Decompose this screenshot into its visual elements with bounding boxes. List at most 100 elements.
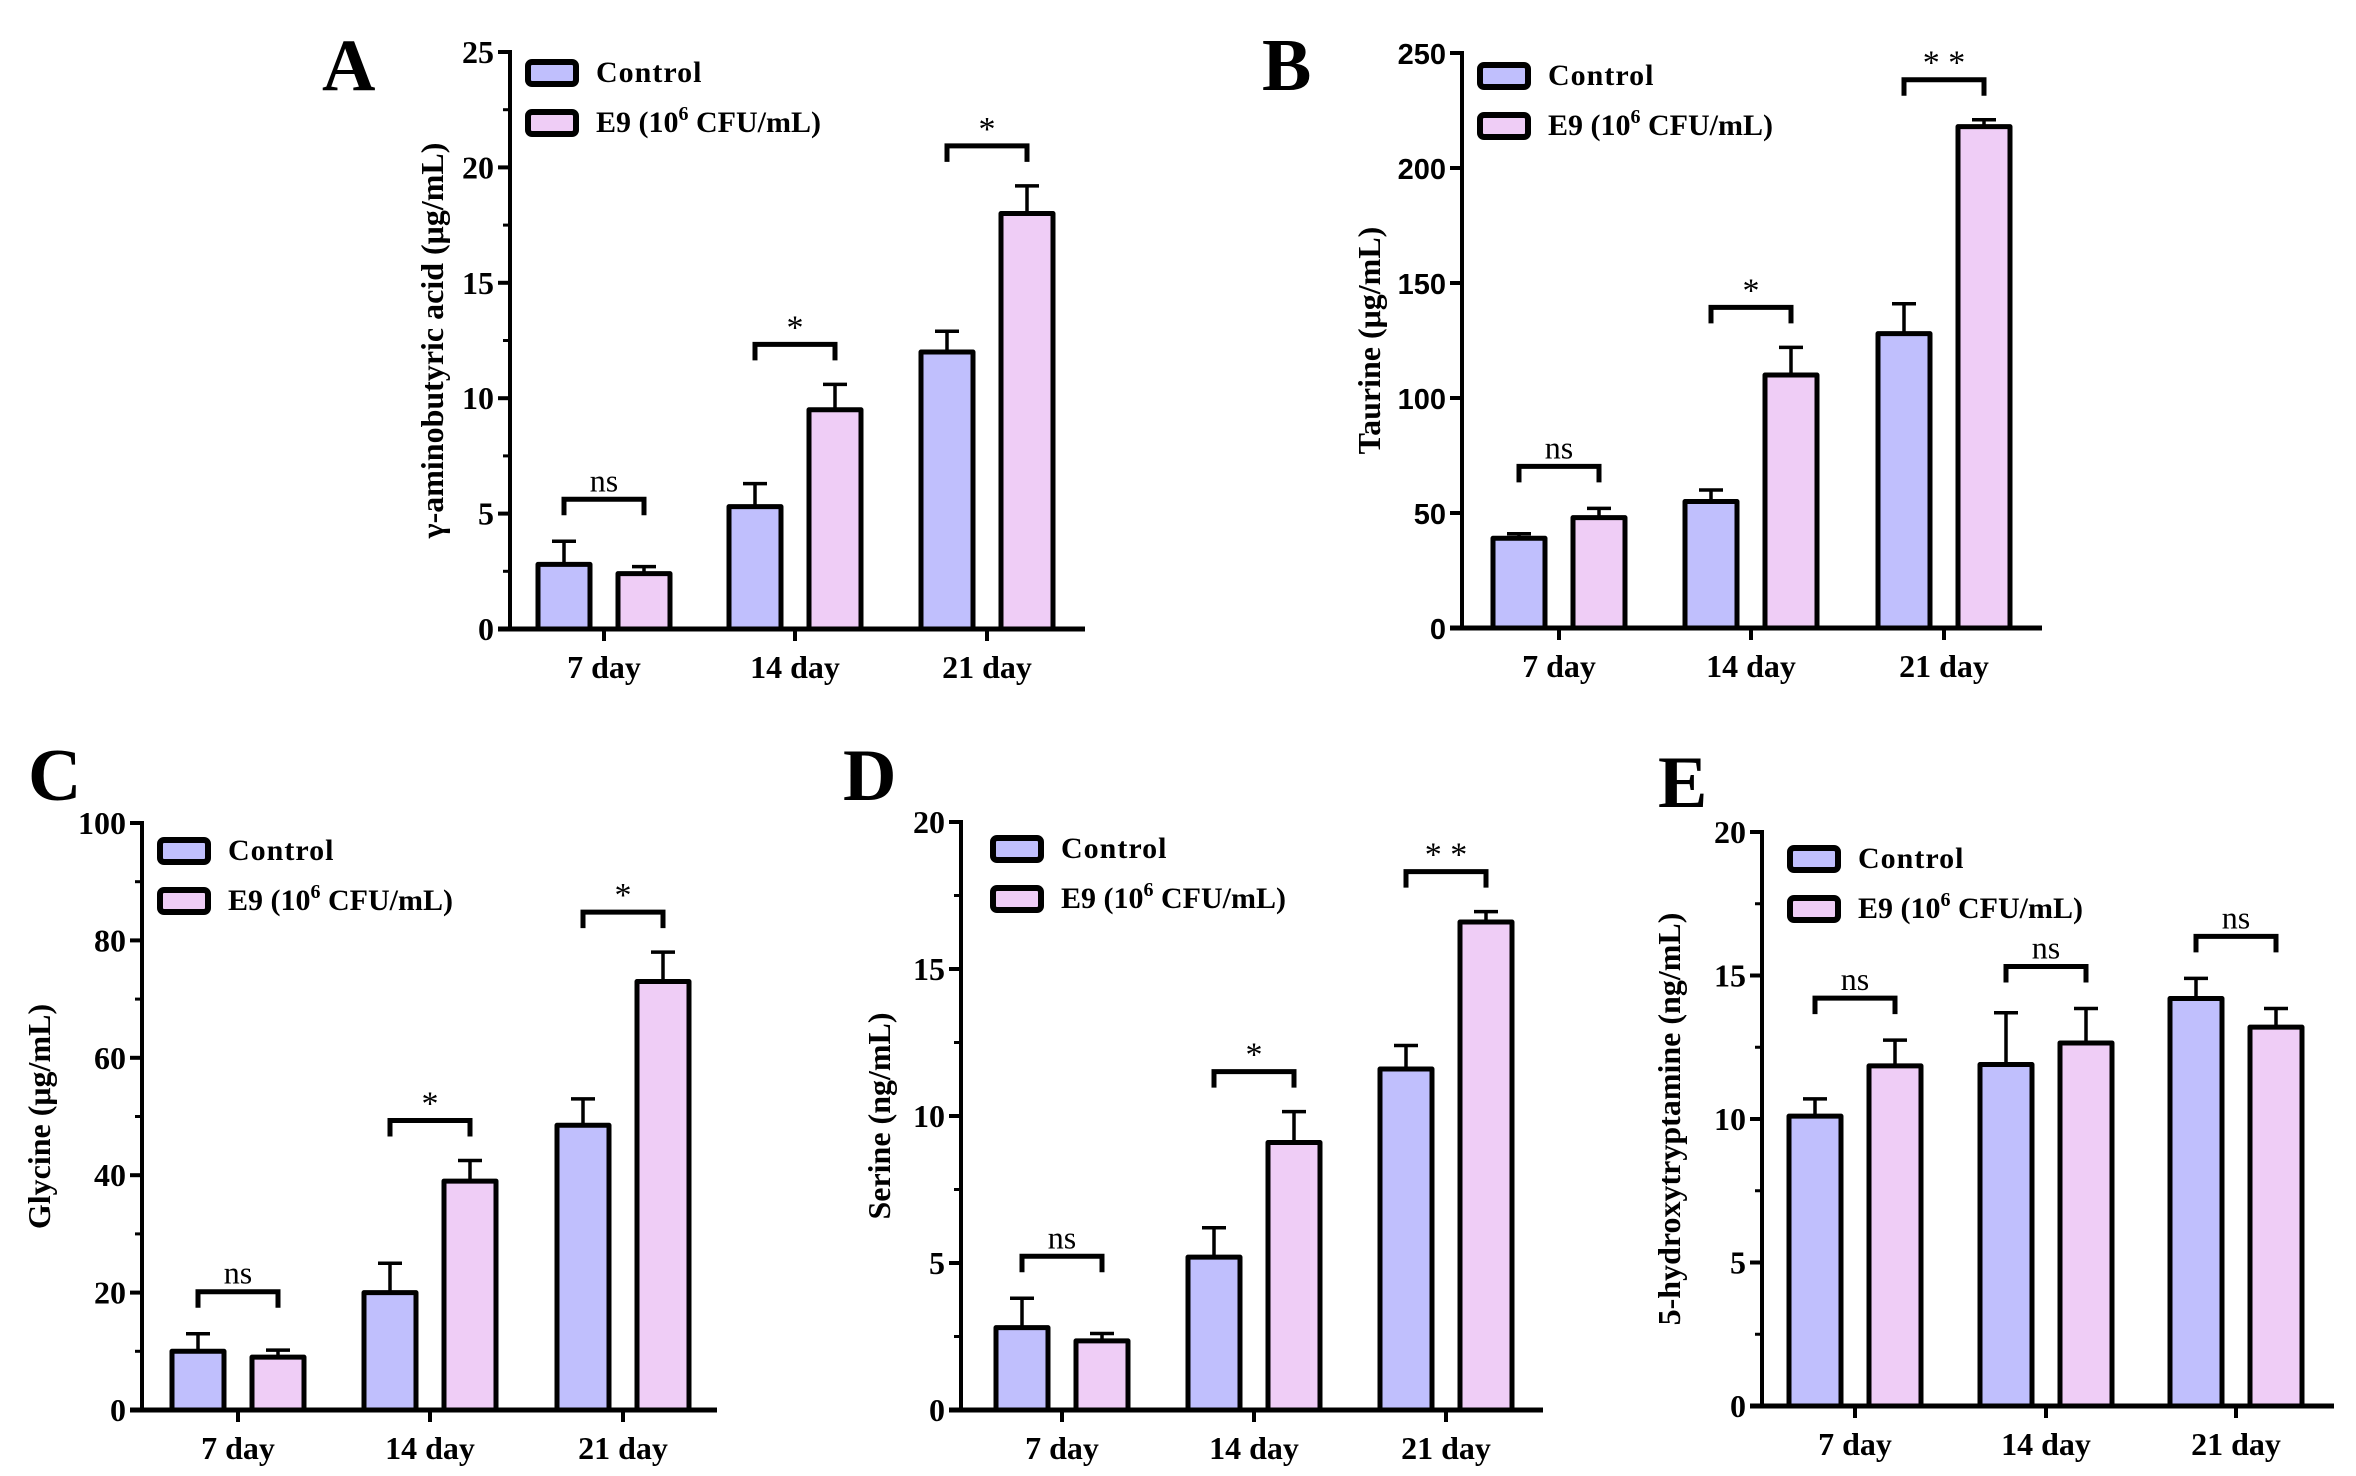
legend-control: Control — [990, 832, 1167, 865]
significance-bracket — [1403, 869, 1489, 888]
x-tick-label: 21 day — [2191, 1426, 2281, 1462]
legend-e9: E9 (106 CFU/mL) — [1477, 106, 1773, 142]
y-tick-label: 20 — [1714, 814, 1746, 850]
x-tick-label: 14 day — [2001, 1426, 2091, 1462]
legend-control: Control — [525, 56, 702, 89]
legend-label: Control — [1061, 832, 1167, 865]
bar-e9 — [806, 407, 864, 632]
legend: Control E9 (106 CFU/mL) — [1477, 59, 1773, 142]
bar-e9 — [1866, 1063, 1924, 1409]
legend-label: E9 (106 CFU/mL) — [1858, 889, 2083, 925]
significance-bracket — [1211, 1069, 1297, 1088]
legend-e9-text: E9 (10 — [228, 884, 311, 917]
significance-bracket — [944, 143, 1030, 162]
significance-bracket — [1708, 304, 1794, 324]
panel-label: B — [1262, 25, 1311, 107]
significance-label: ns — [2032, 930, 2060, 966]
significance-bracket — [561, 496, 647, 516]
legend-swatch — [1477, 112, 1531, 140]
legend: Control E9 (106 CFU/mL) — [1787, 842, 2083, 925]
legend-e9: E9 (106 CFU/mL) — [990, 879, 1286, 915]
significance-label: * — [787, 309, 804, 346]
x-tick-label: 7 day — [567, 649, 641, 685]
y-tick-label: 40 — [94, 1157, 126, 1193]
y-tick-label: 10 — [913, 1098, 945, 1134]
x-tick-label: 7 day — [1818, 1426, 1892, 1462]
significance-label: * — [1743, 272, 1760, 309]
y-tick-label: 20 — [94, 1275, 126, 1311]
significance-label: * — [979, 111, 996, 148]
y-tick-label: 15 — [1714, 958, 1746, 994]
significance-label: ns — [224, 1255, 252, 1291]
panel-label: C — [28, 735, 81, 817]
legend-label: E9 (106 CFU/mL) — [1548, 106, 1773, 142]
bar-control — [726, 504, 784, 632]
x-tick-label: 21 day — [578, 1430, 668, 1466]
legend: Control E9 (106 CFU/mL) — [525, 56, 821, 139]
significance-label: ns — [590, 462, 618, 498]
legend-swatch — [990, 835, 1044, 863]
panel-e: E 0 5 10 15 20 5-hydroxytryptamine (ng/mL) 7 da… — [1651, 742, 2334, 1462]
significance-label: ns — [2222, 899, 2250, 935]
y-tick-label: 0 — [929, 1392, 945, 1428]
significance-bracket — [195, 1289, 281, 1308]
x-tick-label: 14 day — [750, 649, 840, 685]
significance-label: ns — [1841, 961, 1869, 997]
legend-label: Control — [596, 56, 702, 89]
legend-control: Control — [1477, 59, 1654, 92]
bar-e9 — [634, 978, 692, 1413]
significance-bracket — [580, 909, 666, 929]
bar-control — [1377, 1066, 1435, 1413]
legend-swatch — [1477, 62, 1531, 90]
legend-control: Control — [157, 834, 333, 867]
y-tick-label: 200 — [1398, 154, 1446, 186]
y-axis-label: 5-hydroxytryptamine (ng/mL) — [1651, 913, 1687, 1326]
y-tick-label: 25 — [462, 34, 494, 70]
bar-control — [1682, 499, 1740, 631]
significance-label: * — [1246, 1037, 1263, 1074]
x-tick-label: 21 day — [942, 649, 1032, 685]
significance-label: ns — [1545, 429, 1573, 465]
y-tick-label: 0 — [110, 1392, 126, 1428]
legend-label: Control — [1548, 59, 1654, 92]
significance-bracket — [1812, 995, 1898, 1015]
legend-swatch — [157, 887, 211, 915]
bar-e9 — [998, 211, 1056, 632]
bar-e9 — [2247, 1024, 2305, 1409]
legend-e9-unit: CFU/mL) — [321, 884, 453, 917]
panel-label: E — [1658, 742, 1707, 824]
y-tick-label: 250 — [1398, 39, 1446, 71]
bar-e9 — [249, 1354, 307, 1413]
legend-e9-unit: CFU/mL) — [689, 106, 821, 139]
y-tick-label: 0 — [1430, 614, 1446, 646]
bar-control — [2167, 995, 2225, 1409]
x-tick-label: 7 day — [201, 1430, 275, 1466]
y-tick-label: 20 — [913, 804, 945, 840]
y-tick-label: 10 — [1714, 1101, 1746, 1137]
x-tick-label: 21 day — [1899, 648, 1989, 684]
significance-bracket — [752, 341, 838, 361]
bar-control — [1786, 1113, 1844, 1409]
y-tick-label: 5 — [929, 1245, 945, 1281]
bar-e9 — [1073, 1338, 1131, 1413]
panel-label: D — [843, 735, 896, 817]
y-tick-label: 50 — [1414, 499, 1446, 531]
legend-e9-superscript: 6 — [311, 881, 321, 903]
y-tick-label: 60 — [94, 1040, 126, 1076]
y-tick-label: 150 — [1398, 269, 1446, 301]
significance-bracket — [1516, 463, 1602, 483]
y-tick-label: 20 — [462, 149, 494, 185]
x-tick-label: 21 day — [1401, 1430, 1491, 1466]
legend-swatch — [990, 885, 1044, 913]
y-tick-label: 5 — [1730, 1245, 1746, 1281]
legend-e9-superscript: 6 — [679, 103, 689, 125]
legend-swatch — [525, 109, 579, 137]
y-tick-label: 15 — [462, 265, 494, 301]
legend-e9-text: E9 (10 — [1858, 892, 1941, 925]
bar-control — [1875, 331, 1933, 631]
legend-label: E9 (106 CFU/mL) — [228, 881, 453, 917]
legend-label: E9 (106 CFU/mL) — [1061, 879, 1286, 915]
bar-e9 — [615, 571, 673, 632]
legend-e9: E9 (106 CFU/mL) — [157, 881, 453, 917]
